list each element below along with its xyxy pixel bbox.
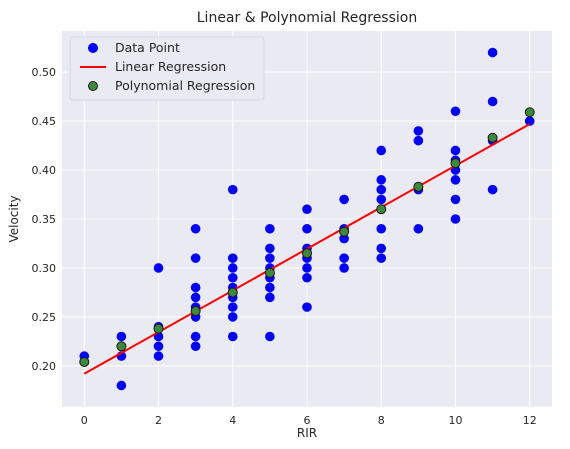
data-point (339, 233, 349, 244)
data-point (190, 253, 201, 263)
data-point (153, 351, 164, 361)
polynomial-point (116, 341, 127, 352)
polynomial-point (487, 132, 498, 143)
data-point (339, 194, 349, 205)
data-point (302, 272, 312, 283)
x-tick-label: 0 (81, 414, 88, 427)
x-tick-label: 12 (523, 414, 537, 427)
data-point (376, 184, 387, 195)
data-point (153, 263, 164, 273)
x-axis-ticks: 0 2 4 6 8 10 12 (81, 414, 537, 427)
data-point (153, 341, 164, 352)
legend-label-polynomial-regression: Polynomial Regression (115, 78, 255, 93)
data-point (227, 272, 238, 283)
data-point (116, 380, 127, 391)
data-point (302, 263, 312, 273)
y-tick-label: 0.40 (32, 164, 57, 177)
chart-title: Linear & Polynomial Regression (197, 10, 417, 26)
data-point (190, 223, 201, 234)
polynomial-point (264, 267, 275, 278)
data-point (376, 175, 387, 185)
data-point (190, 292, 201, 303)
data-point (227, 312, 238, 322)
data-point (450, 145, 461, 156)
polynomial-point (413, 181, 424, 192)
data-point (302, 204, 312, 215)
x-tick-label: 4 (229, 414, 236, 427)
data-point (487, 184, 498, 195)
data-point (450, 106, 461, 117)
polynomial-point (79, 356, 90, 367)
data-point (265, 282, 275, 293)
polynomial-point (153, 323, 164, 334)
data-point (376, 145, 387, 156)
y-tick-label: 0.30 (32, 262, 57, 275)
data-point (265, 292, 275, 303)
data-point (376, 223, 387, 234)
polynomial-point (227, 287, 238, 298)
data-point (227, 302, 238, 312)
legend-box (69, 36, 265, 101)
data-point (376, 253, 387, 263)
data-point (302, 302, 312, 312)
y-tick-label: 0.35 (32, 213, 57, 226)
data-point (413, 126, 424, 136)
data-point (227, 263, 238, 273)
x-tick-label: 8 (378, 414, 385, 427)
data-point (190, 341, 201, 352)
data-point (227, 184, 238, 195)
data-point (265, 331, 275, 342)
data-point (302, 223, 312, 234)
legend-marker-polynomial-regression (88, 81, 98, 91)
data-point (190, 331, 201, 342)
data-point (376, 194, 387, 205)
polynomial-point (524, 107, 535, 118)
chart-marks (79, 47, 535, 391)
data-point (265, 243, 275, 254)
data-point (265, 223, 275, 234)
data-point (265, 253, 275, 263)
data-point (450, 175, 461, 185)
data-point (450, 214, 461, 224)
data-point (227, 253, 238, 263)
polynomial-point (450, 158, 461, 169)
y-tick-label: 0.50 (32, 66, 57, 79)
legend-label-data-point: Data Point (115, 40, 180, 55)
y-axis-ticks: 0.20 0.25 0.30 0.35 0.40 0.45 0.50 (32, 66, 57, 373)
y-tick-label: 0.25 (32, 311, 57, 324)
data-point (116, 331, 127, 342)
legend: Data Point Linear Regression Polynomial … (69, 36, 265, 101)
polynomial-point (376, 204, 387, 215)
legend-marker-data-point (88, 43, 98, 53)
data-point (413, 135, 424, 146)
y-axis-label: Velocity (7, 195, 21, 242)
data-point (227, 331, 238, 342)
data-point (339, 253, 349, 263)
x-tick-label: 6 (304, 414, 311, 427)
data-point (524, 116, 535, 126)
y-tick-label: 0.45 (32, 115, 57, 128)
data-point (487, 96, 498, 107)
data-point (339, 263, 349, 273)
polynomial-point (190, 306, 201, 317)
polynomial-point (339, 226, 350, 237)
data-point (450, 194, 461, 205)
legend-label-linear-regression: Linear Regression (115, 59, 226, 74)
data-point (487, 47, 498, 58)
data-point (413, 223, 424, 234)
x-tick-label: 2 (155, 414, 162, 427)
data-point (376, 243, 387, 254)
x-tick-label: 10 (448, 414, 462, 427)
data-point (190, 282, 201, 293)
x-axis-label: RIR (297, 426, 317, 440)
polynomial-point (302, 248, 312, 259)
y-tick-label: 0.20 (32, 360, 57, 373)
